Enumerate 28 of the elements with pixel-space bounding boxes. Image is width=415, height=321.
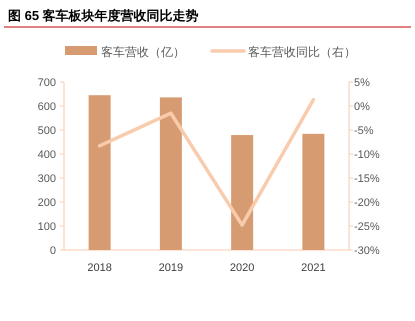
- y-tick-label: 300: [38, 173, 56, 185]
- y2-tick-label: -20%: [354, 197, 380, 209]
- x-tick-label: 2019: [158, 262, 184, 274]
- y-tick-label: 100: [38, 221, 56, 233]
- y2-tick-label: -10%: [354, 149, 380, 161]
- chart-title: 图 65 客车板块年度营收同比走势: [8, 8, 199, 23]
- line-series: [98, 98, 316, 227]
- bar: [302, 134, 324, 250]
- y-tick-label: 500: [38, 125, 56, 137]
- y2-tick-label: 5%: [354, 77, 370, 89]
- y2-tick-label: -30%: [354, 245, 380, 257]
- y2-tick-label: -25%: [354, 221, 380, 233]
- x-tick-label: 2021: [301, 262, 326, 274]
- y2-tick-label: -15%: [354, 173, 380, 185]
- y-tick-label: 0: [50, 245, 56, 257]
- x-tick-label: 2018: [87, 262, 112, 274]
- x-tick-label: 2020: [230, 262, 254, 274]
- y-tick-label: 400: [38, 149, 56, 161]
- legend-label: 客车营收（亿）: [101, 45, 185, 59]
- y-tick-label: 700: [38, 77, 56, 89]
- y-tick-label: 600: [38, 101, 56, 113]
- legend-label: 客车营收同比（右）: [248, 45, 356, 59]
- y-tick-label: 200: [38, 197, 56, 209]
- bar: [160, 97, 182, 250]
- bar: [88, 95, 111, 250]
- bar: [231, 135, 254, 250]
- y2-tick-label: 0%: [354, 101, 370, 113]
- y2-tick-label: -5%: [354, 125, 374, 137]
